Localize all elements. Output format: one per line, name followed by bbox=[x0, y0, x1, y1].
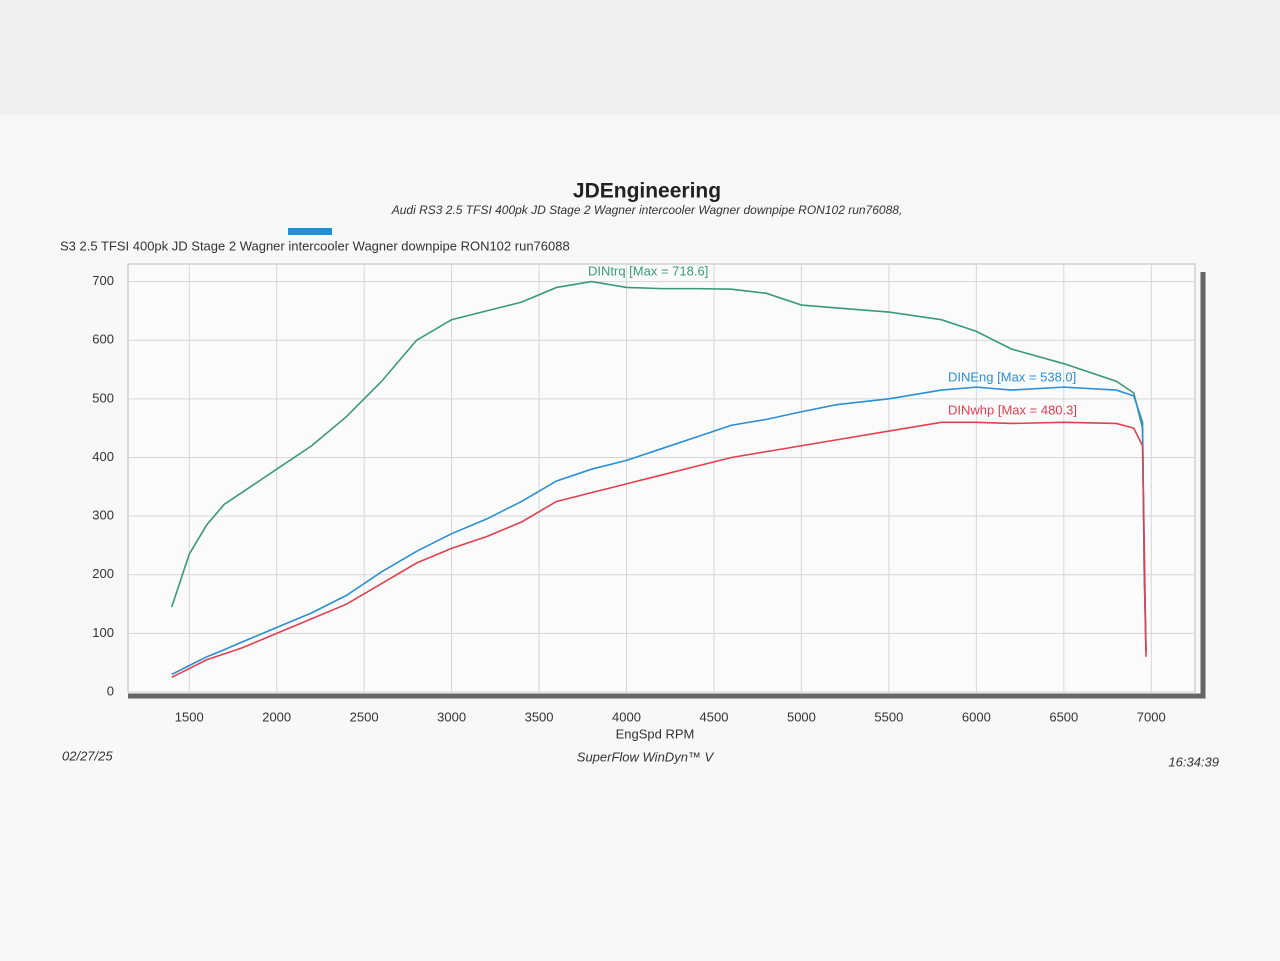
x-axis-label: EngSpd RPM bbox=[616, 726, 695, 741]
run-label: S3 2.5 TFSI 400pk JD Stage 2 Wagner inte… bbox=[60, 238, 570, 253]
y-tick-label: 500 bbox=[92, 390, 114, 405]
x-tick-label: 4000 bbox=[612, 709, 641, 724]
x-tick-label: 2000 bbox=[262, 709, 291, 724]
y-tick-label: 700 bbox=[92, 273, 114, 288]
y-tick-label: 600 bbox=[92, 332, 114, 347]
footer: SuperFlow WinDyn™ V bbox=[577, 749, 715, 764]
date: 02/27/25 bbox=[62, 748, 113, 763]
legend-label: DINwhp [Max = 480.3] bbox=[948, 402, 1077, 417]
x-tick-label: 6000 bbox=[962, 709, 991, 724]
series-line bbox=[171, 386, 1147, 676]
x-tick-label: 2500 bbox=[350, 709, 379, 724]
x-tick-label: 5500 bbox=[874, 709, 903, 724]
time: 16:34:39 bbox=[1168, 754, 1219, 769]
y-tick-label: 300 bbox=[92, 508, 114, 523]
x-tick-label: 7000 bbox=[1137, 709, 1166, 724]
y-tick-label: 0 bbox=[107, 683, 114, 698]
frame-shadow bbox=[128, 272, 1206, 699]
chart-title: JDEngineering bbox=[573, 180, 721, 203]
y-tick-label: 400 bbox=[92, 449, 114, 464]
y-tick-label: 100 bbox=[92, 625, 114, 640]
series-line bbox=[170, 280, 1147, 651]
x-tick-label: 3500 bbox=[525, 709, 554, 724]
x-tick-label: 6500 bbox=[1049, 709, 1078, 724]
series-line bbox=[171, 421, 1147, 679]
x-tick-label: 3000 bbox=[437, 709, 466, 724]
x-tick-label: 4500 bbox=[700, 709, 729, 724]
run-color-swatch bbox=[288, 228, 332, 235]
x-tick-label: 1500 bbox=[175, 709, 204, 724]
y-tick-label: 200 bbox=[92, 566, 114, 581]
x-tick-label: 5000 bbox=[787, 709, 816, 724]
legend-label: DINEng [Max = 538.0] bbox=[948, 369, 1076, 384]
chart-subtitle: Audi RS3 2.5 TFSI 400pk JD Stage 2 Wagne… bbox=[391, 203, 903, 217]
legend-label: DINtrq [Max = 718.6] bbox=[588, 263, 708, 278]
